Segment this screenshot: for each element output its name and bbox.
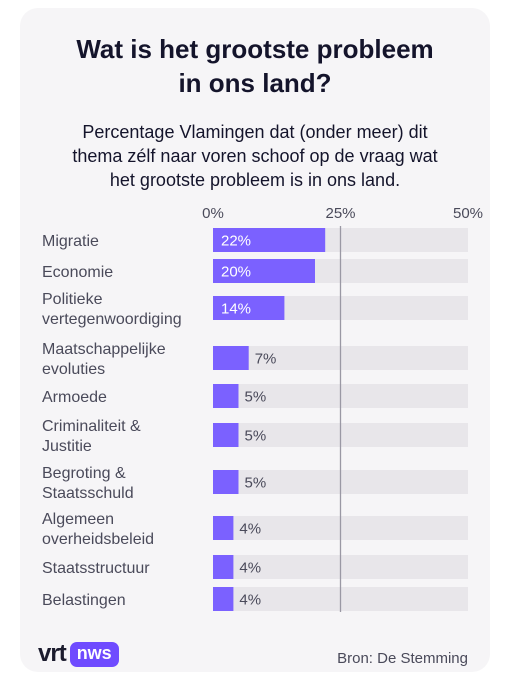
category-label: overheidsbeleid — [42, 531, 154, 548]
subtitle-line-2: thema zélf naar voren schoof op de vraag… — [72, 146, 438, 166]
bar — [213, 346, 249, 370]
bar — [213, 470, 239, 494]
bar — [213, 296, 285, 320]
chart-card: Wat is het grootste probleem in ons land… — [20, 8, 490, 672]
category-label: Armoede — [42, 389, 107, 406]
category-label: Algemeen — [42, 511, 114, 528]
bar — [213, 555, 234, 579]
category-label: Begroting & — [42, 465, 126, 482]
subtitle-line-1: Percentage Vlamingen dat (onder meer) di… — [82, 122, 428, 142]
bar — [213, 516, 234, 540]
x-tick-label: 50% — [453, 205, 483, 222]
bar-chart: 0% 25% 50% 22% Migratie 20% Economie 14% Politie… — [42, 205, 483, 612]
category-label: Migratie — [42, 233, 99, 250]
bar-value-label: 14% — [221, 301, 251, 318]
bar — [213, 587, 234, 611]
x-tick-label: 0% — [202, 205, 224, 222]
bar — [213, 259, 315, 283]
bar — [213, 228, 326, 252]
bar-value-label: 5% — [245, 428, 267, 445]
bar-value-label: 5% — [245, 475, 267, 492]
bar-value-label: 4% — [239, 560, 261, 577]
source-label: Bron: De Stemming — [337, 650, 468, 667]
category-label: Maatschappelijke — [42, 341, 166, 358]
bar-value-label: 4% — [239, 592, 261, 609]
bar — [213, 423, 239, 447]
category-label: Politieke — [42, 291, 103, 308]
logo-nws-badge: nws — [69, 641, 119, 667]
title-line-1: Wat is het grootste probleem — [76, 34, 434, 64]
category-label: Economie — [42, 264, 113, 281]
bar-value-label: 22% — [221, 233, 251, 250]
category-label: Belastingen — [42, 592, 126, 609]
vrt-nws-logo: vrt nws — [38, 640, 119, 668]
category-label: Criminaliteit & — [42, 418, 141, 435]
chart-title: Wat is het grootste probleem in ons land… — [20, 32, 490, 100]
chart-subtitle: Percentage Vlamingen dat (onder meer) di… — [20, 120, 490, 192]
x-tick-label: 25% — [325, 205, 355, 222]
bar — [213, 384, 239, 408]
bar-value-label: 7% — [255, 351, 277, 368]
category-label: vertegenwoordiging — [42, 311, 182, 328]
bar-value-label: 4% — [239, 521, 261, 538]
bar-value-label: 5% — [245, 389, 267, 406]
category-label: Justitie — [42, 438, 92, 455]
logo-vrt-text: vrt — [38, 640, 67, 667]
category-label: Staatsstructuur — [42, 560, 150, 577]
category-label: Staatsschuld — [42, 485, 134, 502]
bar-value-label: 20% — [221, 264, 251, 281]
subtitle-line-3: het grootste probleem is in ons land. — [109, 170, 401, 190]
title-line-2: in ons land? — [178, 68, 332, 98]
category-label: evoluties — [42, 361, 105, 378]
